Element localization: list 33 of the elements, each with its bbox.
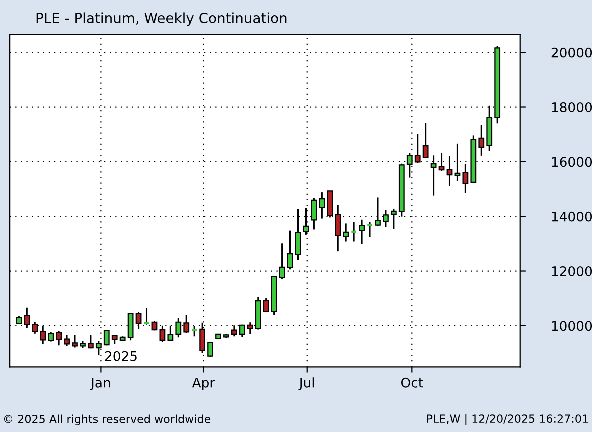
candlestick (343, 222, 350, 243)
candlestick (136, 312, 142, 330)
candlestick (104, 330, 110, 346)
candlestick (88, 334, 94, 350)
y-tick-label: 14000 (552, 212, 592, 222)
x-tick-label: Jan (90, 378, 110, 390)
x-tick-label: Oct (401, 378, 424, 388)
candlestick (350, 222, 358, 243)
candlestick (56, 330, 62, 346)
annotation: 2025 (105, 351, 137, 362)
text: PLE,W | 12/20/2025 16:27:01 (427, 414, 588, 426)
candlestick (390, 208, 397, 230)
candlestick (24, 307, 30, 329)
y-tick-label: 10000 (552, 321, 592, 332)
candlestick (64, 334, 70, 348)
candlestick (48, 331, 54, 343)
x-tick-label: Jul (298, 378, 314, 390)
candlestick (72, 334, 78, 349)
candlestick (287, 230, 294, 270)
y-tick-label: 12000 (552, 266, 592, 276)
candlestick (366, 222, 374, 238)
candlestick (263, 297, 270, 314)
candlestick (422, 122, 429, 159)
candlestick (359, 219, 365, 246)
chart-title: PLE - Platinum, Weekly Continuation (36, 12, 287, 26)
y-tick-label: 20000 (552, 48, 592, 58)
x-tick-label: Apr (192, 378, 216, 390)
y-tick-label: 18000 (552, 102, 592, 112)
y-tick-label: 16000 (552, 157, 592, 168)
candlestick (446, 156, 453, 188)
candlestick (143, 308, 150, 326)
candlestick (478, 124, 485, 157)
text: © 2025 All rights reserved worldwide (4, 414, 211, 426)
